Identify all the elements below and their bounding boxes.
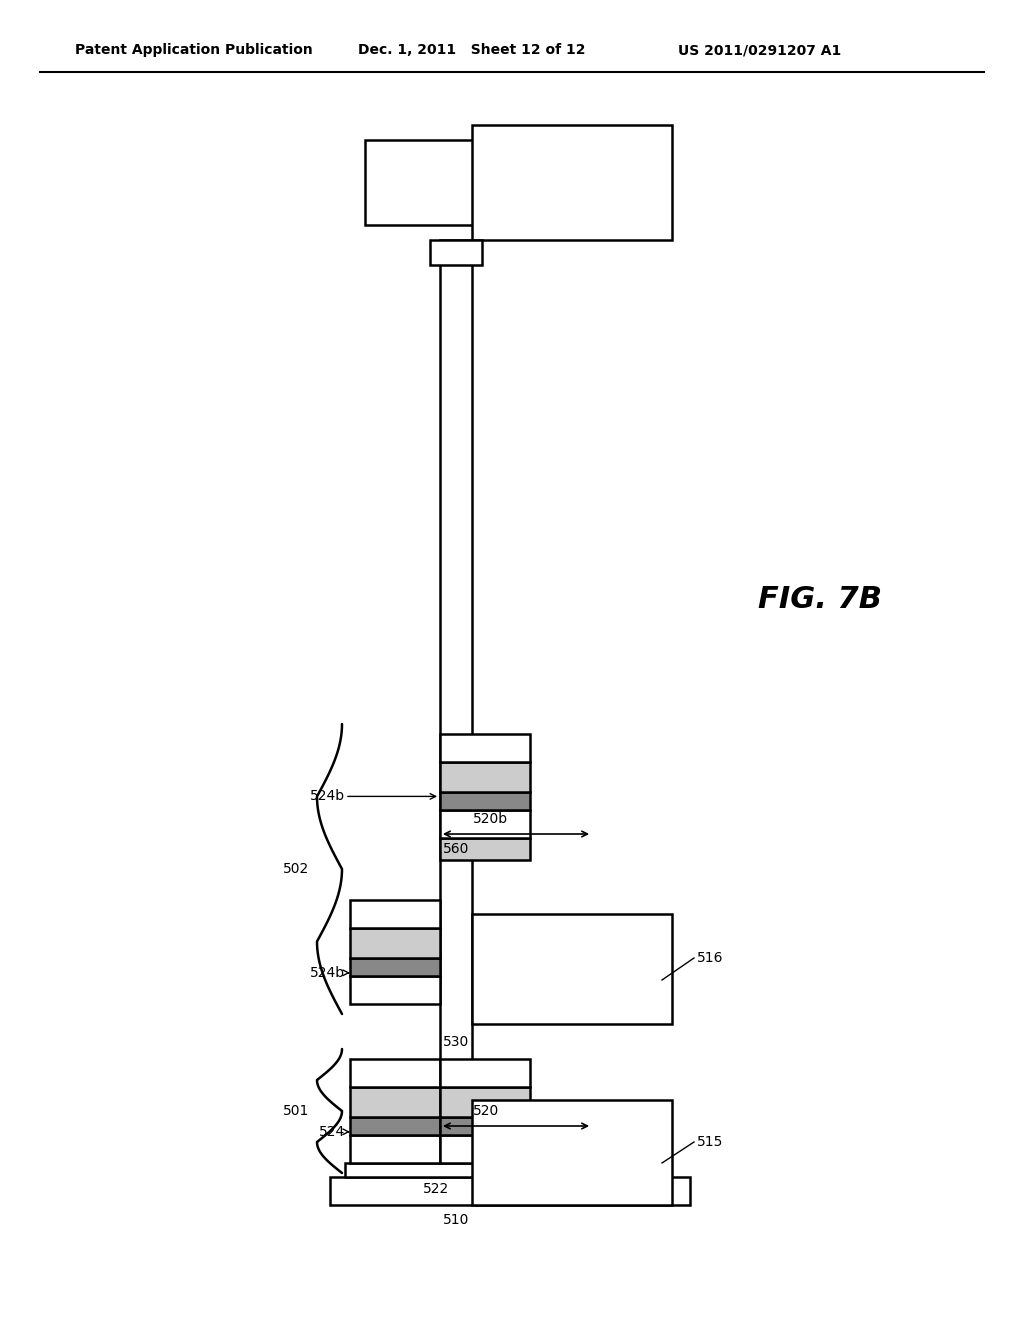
Bar bbox=[440, 792, 530, 810]
Bar bbox=[350, 975, 440, 1005]
Bar bbox=[440, 762, 530, 792]
Text: US 2011/0291207 A1: US 2011/0291207 A1 bbox=[678, 44, 842, 57]
Bar bbox=[440, 1086, 530, 1117]
Text: 520b: 520b bbox=[473, 812, 509, 826]
Bar bbox=[330, 1177, 690, 1205]
Bar bbox=[472, 125, 672, 240]
Bar bbox=[440, 240, 472, 1163]
Bar bbox=[440, 734, 530, 762]
Bar bbox=[440, 1135, 530, 1163]
Bar bbox=[365, 140, 487, 224]
Bar bbox=[350, 1117, 440, 1135]
Text: 516: 516 bbox=[697, 950, 724, 965]
Text: FIG. 7B: FIG. 7B bbox=[758, 586, 882, 615]
Bar bbox=[350, 1059, 440, 1086]
Text: 502: 502 bbox=[283, 862, 309, 876]
Bar bbox=[440, 838, 530, 861]
Bar bbox=[430, 240, 482, 265]
Text: 530: 530 bbox=[442, 1035, 469, 1049]
Bar bbox=[350, 900, 440, 928]
Text: 524b: 524b bbox=[310, 966, 345, 979]
Text: 522: 522 bbox=[423, 1181, 450, 1196]
Bar bbox=[440, 810, 530, 838]
Text: 560: 560 bbox=[442, 842, 469, 855]
Bar bbox=[350, 928, 440, 958]
Text: Dec. 1, 2011   Sheet 12 of 12: Dec. 1, 2011 Sheet 12 of 12 bbox=[358, 44, 586, 57]
Text: 524b: 524b bbox=[310, 789, 345, 804]
Text: 515: 515 bbox=[697, 1135, 723, 1148]
Bar bbox=[472, 1100, 672, 1205]
Bar bbox=[440, 1059, 530, 1086]
Bar bbox=[472, 913, 672, 1024]
Bar bbox=[440, 1117, 530, 1135]
Text: Patent Application Publication: Patent Application Publication bbox=[75, 44, 312, 57]
Bar bbox=[350, 958, 440, 975]
Bar bbox=[350, 1086, 440, 1117]
Bar bbox=[345, 1163, 477, 1177]
Text: 510: 510 bbox=[442, 1213, 469, 1228]
Bar bbox=[350, 1135, 440, 1163]
Text: 501: 501 bbox=[283, 1104, 309, 1118]
Text: 520: 520 bbox=[473, 1104, 499, 1118]
Text: 524: 524 bbox=[318, 1125, 345, 1139]
